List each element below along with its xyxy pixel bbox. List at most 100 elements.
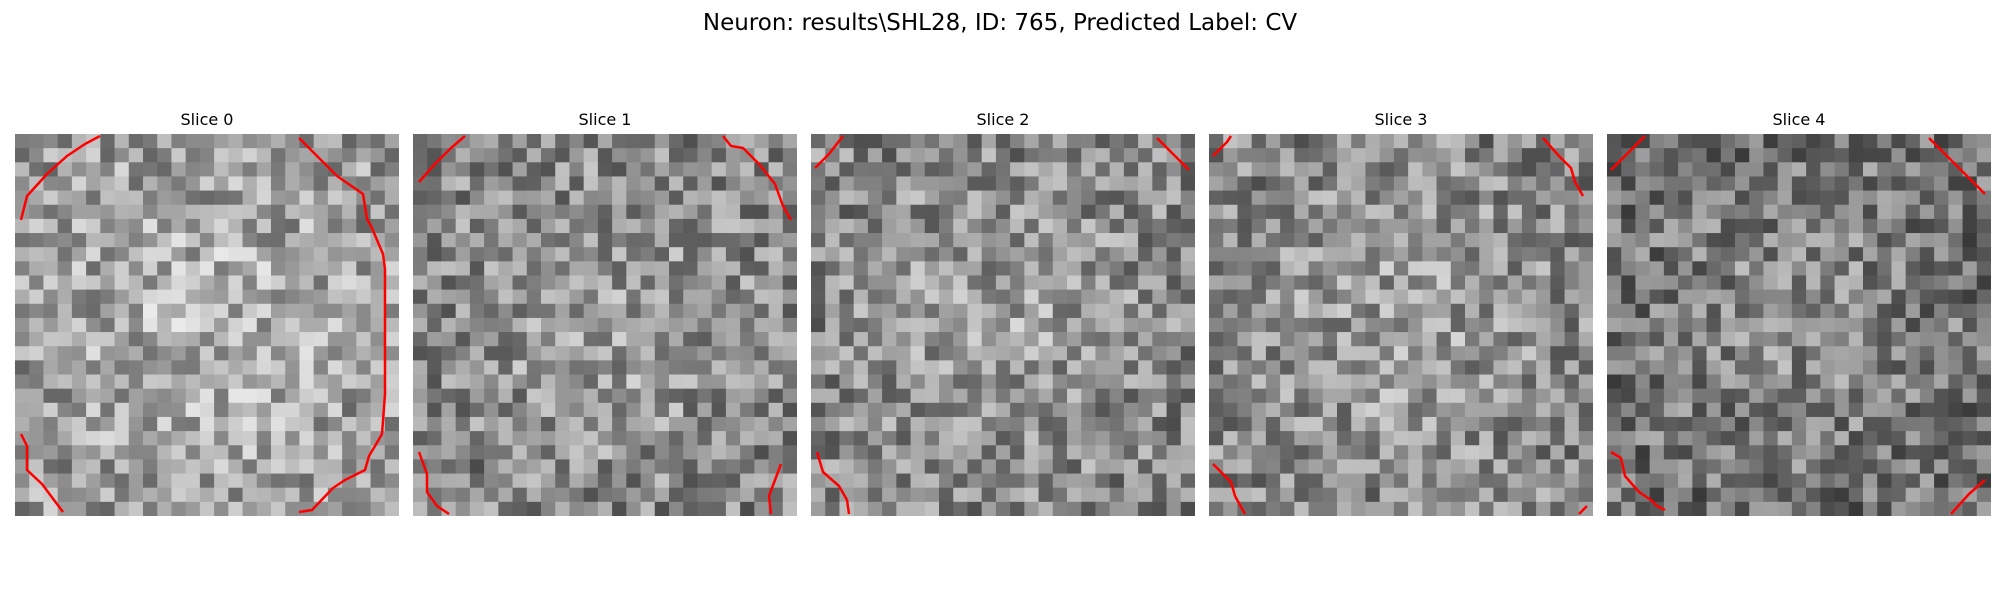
pixel-cell [1052,134,1068,149]
pixel-cell [583,487,599,503]
pixel-cell [1408,162,1423,178]
pixel-cell [1976,190,1991,206]
pixel-cell [1408,346,1423,361]
pixel-cell [1877,162,1893,178]
pixel-cell [541,445,556,461]
pixel-cell [1180,204,1195,220]
pixel-cell [1365,190,1381,206]
pixel-cell [86,360,101,376]
pixel-cell [1109,218,1125,234]
pixel-cell [1948,247,1964,262]
pixel-cell [199,445,215,461]
pixel-cell [1010,374,1025,390]
pixel-cell [1379,346,1395,361]
pixel-cell [285,303,301,319]
pixel-cell [1166,247,1182,262]
pixel-cell [1081,374,1097,390]
pixel-cell [569,332,585,347]
pixel-cell [1450,247,1466,262]
pixel-cell [455,162,471,178]
pixel-cell [1294,346,1310,361]
pixel-cell [1663,261,1679,277]
pixel-cell [1294,445,1310,461]
pixel-cell [697,473,713,489]
pixel-cell [1450,473,1466,489]
pixel-cell [882,431,897,446]
pixel-cell [1720,388,1736,404]
pixel-cell [697,218,713,234]
pixel-cell [1322,360,1338,376]
pixel-cell [882,416,897,432]
pixel-cell [1863,501,1878,516]
pixel-cell [1649,360,1665,376]
pixel-cell [711,247,727,262]
pixel-cell [455,473,471,489]
pixel-cell [683,247,699,262]
pixel-cell [697,431,713,446]
pixel-cell [569,204,585,220]
pixel-cell [1521,261,1537,277]
pixel-cell [71,332,87,347]
pixel-cell [1791,360,1807,376]
pixel-cell [1536,134,1551,149]
pixel-cell [299,303,315,319]
pixel-cell [697,190,713,206]
pixel-cell [100,148,116,163]
pixel-cell [1138,190,1153,206]
pixel-cell [1834,360,1850,376]
pixel-cell [782,445,797,461]
pixel-cell [754,501,770,516]
pixel-cell [313,445,329,461]
pixel-cell [839,431,855,446]
pixel-cell [1820,148,1836,163]
pixel-cell [1834,332,1850,347]
pixel-cell [697,346,713,361]
pixel-cell [285,261,301,277]
pixel-cell [1905,233,1921,248]
pixel-cell [1678,374,1693,390]
pixel-cell [981,501,997,516]
pixel-cell [157,247,173,262]
pixel-cell [1635,134,1651,149]
pixel-cell [555,402,571,418]
pixel-cell [1905,275,1921,291]
pixel-cell [825,204,841,220]
pixel-cell [427,346,443,361]
pixel-cell [1081,346,1097,361]
pixel-cell [1024,416,1040,432]
pixel-cell [1749,190,1765,206]
pixel-cell [924,445,940,461]
pixel-cell [1365,148,1381,163]
pixel-cell [512,445,528,461]
pixel-cell [583,332,599,347]
pixel-cell [427,247,443,262]
pixel-cell [1223,416,1239,432]
pixel-cell [1479,162,1495,178]
pixel-cell [1393,459,1409,475]
pixel-cell [1379,459,1395,475]
pixel-cell [526,473,542,489]
pixel-cell [1166,233,1182,248]
pixel-cell [924,416,940,432]
pixel-cell [782,303,797,319]
pixel-cell [825,261,841,277]
pixel-cell [498,332,514,347]
pixel-cell [86,275,101,291]
pixel-cell [1962,416,1978,432]
pixel-cell [1706,374,1722,390]
pixel-cell [583,317,599,333]
pixel-cell [669,218,684,234]
pixel-cell [128,501,144,516]
pixel-cell [1820,360,1836,376]
pixel-cell [1578,388,1593,404]
pixel-cell [924,317,940,333]
pixel-cell [725,346,741,361]
pixel-cell [469,317,485,333]
pixel-cell [697,402,713,418]
pixel-cell [555,289,571,305]
pixel-cell [157,317,173,333]
pixel-cell [1308,431,1324,446]
pixel-cell [128,233,144,248]
pixel-cell [256,190,272,206]
pixel-cell [626,431,642,446]
